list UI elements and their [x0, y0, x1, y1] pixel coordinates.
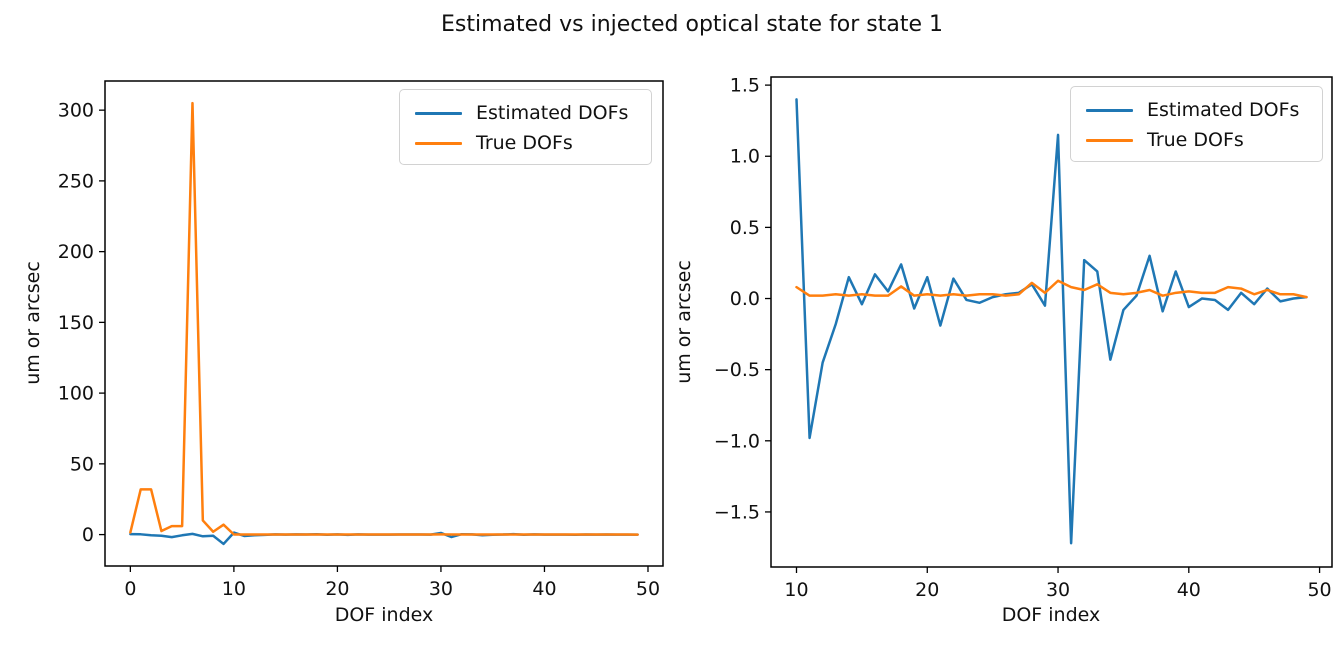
x-tick-label: 50: [1307, 579, 1331, 601]
y-tick-label: 250: [58, 170, 94, 192]
y-tick-label: 150: [58, 312, 94, 334]
axes-spines: [770, 76, 1333, 568]
y-tick-label: 0.0: [730, 288, 760, 310]
legend-entry-true: True DOFs: [1086, 125, 1322, 155]
x-tick-label: 40: [532, 578, 556, 600]
legend-entry-estimated: Estimated DOFs: [415, 98, 651, 128]
legend-label: True DOFs: [1147, 129, 1244, 151]
y-tick-label: 100: [58, 383, 94, 405]
y-tick-label: 300: [58, 100, 94, 122]
y-tick-label: 1.0: [730, 146, 760, 168]
x-tick-label: 50: [636, 578, 660, 600]
right-legend: Estimated DOFs True DOFs: [1070, 86, 1323, 162]
y-tick-label: −1.0: [714, 430, 760, 452]
y-tick-label: 50: [70, 453, 94, 475]
right-y-axis-label: um or arcsec: [673, 260, 695, 384]
y-tick-label: 200: [58, 241, 94, 263]
y-tick-label: 0: [82, 524, 94, 546]
x-tick-label: 40: [1177, 579, 1201, 601]
y-tick-label: 1.5: [730, 75, 760, 97]
y-tick-label: −1.5: [714, 501, 760, 523]
figure-title: Estimated vs injected optical state for …: [440, 12, 944, 37]
left-legend: Estimated DOFs True DOFs: [399, 89, 652, 165]
y-tick-label: 0.5: [730, 217, 760, 239]
left-y-axis-label: um or arcsec: [22, 261, 44, 385]
true-line-swatch: [1086, 138, 1133, 142]
x-tick-label: 20: [915, 579, 939, 601]
right-x-axis-label: DOF index: [1001, 604, 1101, 626]
legend-label: True DOFs: [476, 132, 573, 154]
estimated-line-swatch: [415, 111, 462, 115]
x-tick-label: 30: [1046, 579, 1070, 601]
x-tick-label: 20: [325, 578, 349, 600]
x-tick-label: 10: [784, 579, 808, 601]
estimated-line-swatch: [1086, 108, 1133, 112]
axes-spines: [104, 80, 664, 567]
x-tick-label: 30: [429, 578, 453, 600]
legend-label: Estimated DOFs: [476, 102, 629, 124]
series-line-true-dofs: [129, 101, 639, 536]
legend-entry-true: True DOFs: [415, 128, 651, 158]
y-tick-label: −0.5: [714, 359, 760, 381]
legend-entry-estimated: Estimated DOFs: [1086, 95, 1322, 125]
left-x-axis-label: DOF index: [334, 604, 434, 626]
legend-label: Estimated DOFs: [1147, 99, 1300, 121]
series-line-true-dofs: [795, 279, 1308, 299]
x-tick-label: 10: [222, 578, 246, 600]
x-tick-label: 0: [124, 578, 136, 600]
series-line-estimated-dofs: [795, 98, 1308, 545]
true-line-swatch: [415, 141, 462, 145]
